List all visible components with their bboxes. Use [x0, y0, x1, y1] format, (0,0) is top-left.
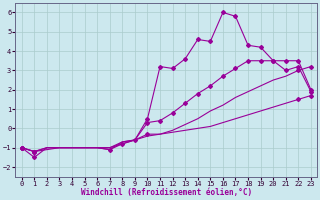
X-axis label: Windchill (Refroidissement éolien,°C): Windchill (Refroidissement éolien,°C): [81, 188, 252, 197]
